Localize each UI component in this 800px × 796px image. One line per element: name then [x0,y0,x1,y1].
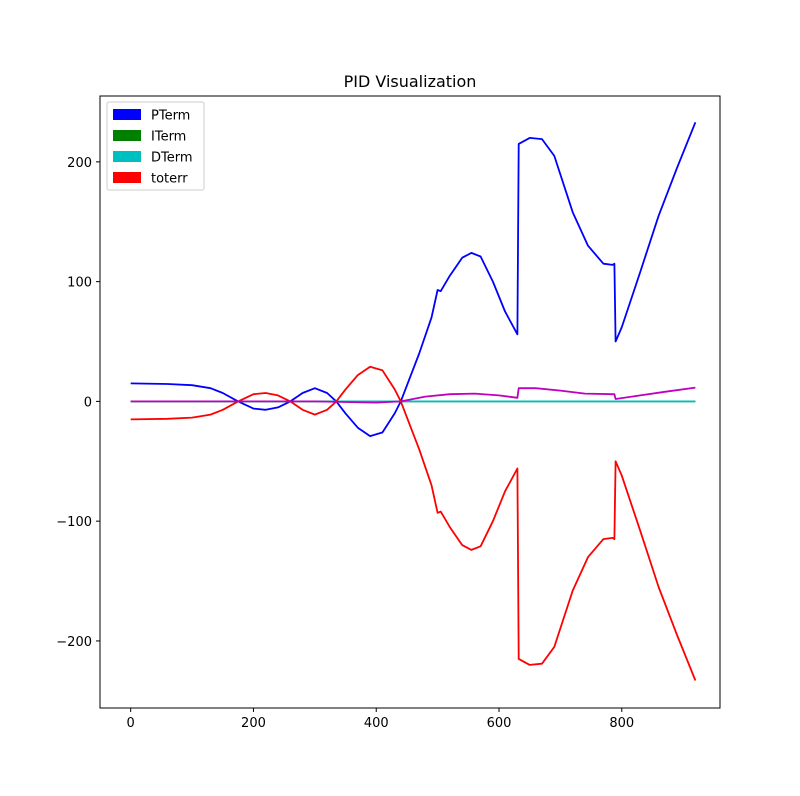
legend-swatch-pterm [113,109,141,120]
axes-frame [99,95,721,709]
legend-label-dterm: DTerm [151,151,193,166]
legend-label-toterr: toterr [151,172,188,187]
legend-label-pterm: PTerm [151,109,190,124]
series-line-unlabeled-4 [130,386,696,404]
x-tick-label: 0 [127,716,135,731]
series-line-toterr [130,365,697,681]
y-tick-label: 200 [67,156,92,171]
legend-swatch-dterm [113,151,141,162]
chart-title: PID Visualization [344,72,477,91]
x-tick-label: 800 [609,716,634,731]
y-tick-label: −200 [56,635,92,650]
y-tick-label: 100 [67,276,92,291]
legend-swatch-iterm [113,130,141,141]
legend-label-iterm: ITerm [151,130,186,145]
x-tick-label: 400 [364,716,389,731]
axes: 0 200 400 600 800 −200 −100 0 100 200 [56,95,721,731]
y-tick-label: −100 [56,515,92,530]
legend-swatch-toterr [113,172,141,183]
y-tick-label: 0 [84,395,92,410]
legend: PTerm ITerm DTerm toterr [106,101,205,191]
series-line-pterm [130,121,697,437]
legend-box [106,101,205,191]
x-tick-label: 200 [241,716,266,731]
plot-area [130,121,697,681]
x-tick-label: 600 [487,716,512,731]
